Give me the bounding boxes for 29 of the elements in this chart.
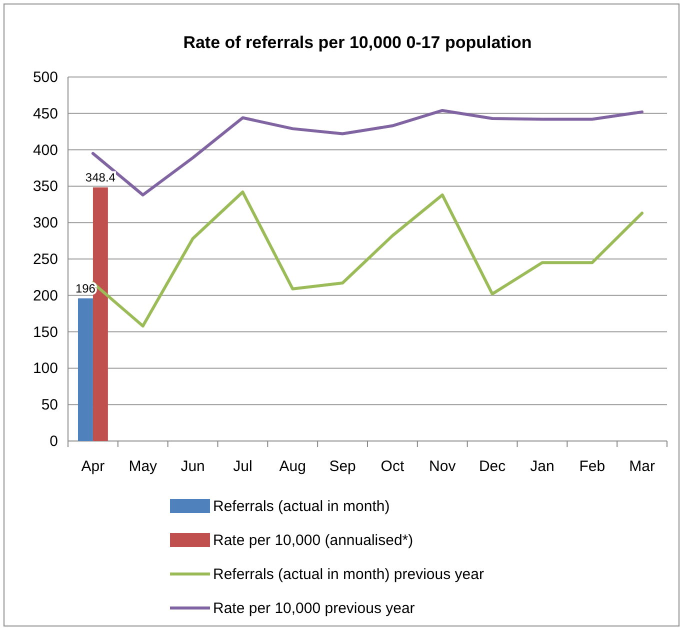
x-tick-label: May <box>128 458 158 475</box>
x-tick-label: Nov <box>429 458 456 475</box>
legend-label: Rate per 10,000 previous year <box>213 600 415 617</box>
x-tick-label: Feb <box>579 458 606 475</box>
legend-label: Referrals (actual in month) previous year <box>213 566 484 583</box>
y-tick-label: 250 <box>32 251 58 268</box>
x-tick-label: Jan <box>530 458 554 475</box>
y-tick-label: 350 <box>32 178 58 196</box>
y-tick-label: 100 <box>32 360 58 378</box>
y-tick-label: 450 <box>32 105 58 122</box>
y-tick-label: 50 <box>41 396 58 414</box>
x-tick-label: Oct <box>380 458 405 475</box>
x-tick-label: Jul <box>233 458 252 475</box>
y-tick-label: 500 <box>32 69 58 86</box>
chart-title: Rate of referrals per 10,000 0-17 population <box>183 33 532 52</box>
legend-label: Rate per 10,000 (annualised*) <box>213 532 414 549</box>
x-tick-label: Apr <box>81 458 105 475</box>
y-tick-label: 300 <box>32 214 58 232</box>
y-tick-label: 150 <box>32 324 58 341</box>
x-tick-label: Jun <box>180 458 205 475</box>
data-label: 348.4 <box>85 170 116 184</box>
legend-label: Referrals (actual in month) <box>213 498 390 515</box>
x-tick-label: Dec <box>478 458 506 475</box>
x-tick-label: Aug <box>279 458 306 475</box>
y-tick-label: 0 <box>50 433 58 450</box>
x-tick-label: Mar <box>629 458 655 475</box>
y-tick-label: 200 <box>32 287 58 304</box>
y-tick-label: 400 <box>32 142 58 159</box>
x-tick-label: Sep <box>329 458 356 475</box>
